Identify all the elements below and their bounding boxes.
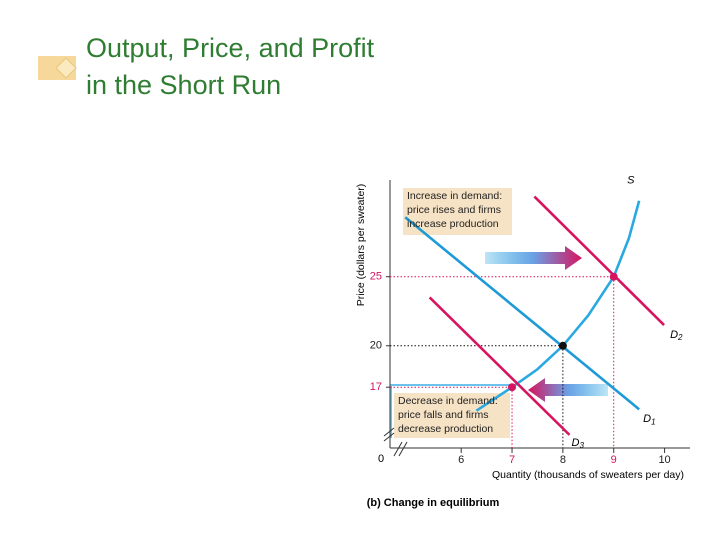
slide-title: Output, Price, and Profit: [86, 33, 375, 63]
equilibrium-point: [558, 341, 567, 350]
curve: [428, 296, 571, 436]
equilibrium-point: [609, 272, 618, 281]
annotation: increase production: [407, 218, 499, 230]
x-tick-label: 6: [458, 454, 464, 466]
series-label: D2: [670, 329, 683, 342]
annotation: decrease production: [398, 423, 493, 435]
decoration: [55, 57, 77, 79]
x-tick-label: 7: [509, 454, 515, 466]
series-label-sub: 2: [677, 333, 683, 342]
y-tick-label: 17: [370, 381, 382, 393]
arrow: [485, 246, 582, 270]
bracket: [390, 384, 510, 438]
y-tick-label: 25: [370, 271, 382, 283]
series-label-sub: 1: [651, 417, 655, 426]
series-label: D3: [571, 437, 584, 450]
arrow: [528, 378, 608, 402]
axis-break: [383, 427, 408, 457]
slide-title: in the Short Run: [86, 70, 281, 100]
x-tick-label: 8: [560, 454, 566, 466]
series-label-sub: 3: [579, 441, 584, 450]
equilibrium-point: [508, 383, 517, 392]
x-axis-label: Quantity (thousands of sweaters per day): [492, 469, 684, 481]
y-tick-label: 20: [370, 340, 382, 352]
annotation: Decrease in demand:: [398, 395, 498, 407]
x-tick-label: 10: [658, 454, 670, 466]
curve: [404, 216, 640, 411]
curve: [533, 195, 665, 326]
annotation: Increase in demand:: [407, 190, 502, 202]
annotation: price falls and firms: [398, 409, 488, 421]
annotation-box: [403, 188, 512, 235]
series-label: D1: [643, 413, 655, 426]
series-label: S: [627, 175, 635, 187]
caption: (b) Change in equilibrium: [367, 497, 500, 509]
y-axis-label: Price (dollars per sweater): [355, 184, 367, 307]
x-tick-label: 9: [611, 454, 617, 466]
origin-label: 0: [378, 453, 384, 465]
chart: [383, 180, 690, 457]
annotation: price rises and firms: [407, 204, 501, 216]
